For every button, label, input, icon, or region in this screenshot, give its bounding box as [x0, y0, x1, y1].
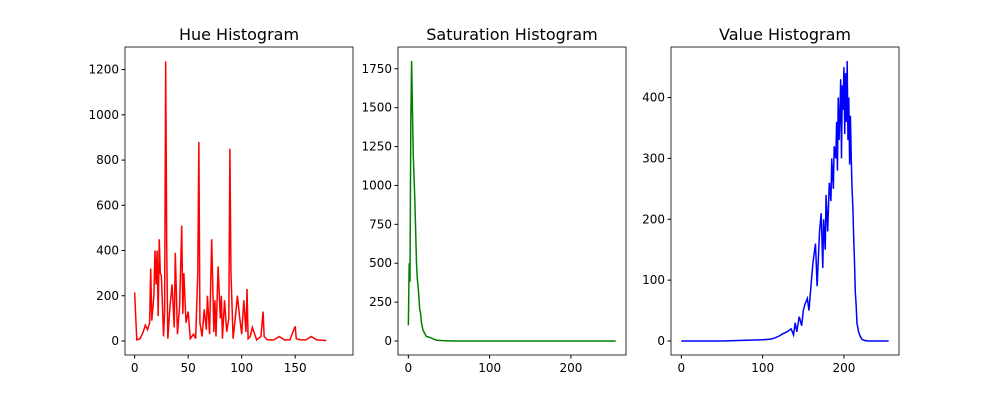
- x-tick-label: 50: [181, 361, 196, 375]
- x-tick-label: 200: [559, 361, 582, 375]
- y-tick-label: 250: [369, 295, 392, 309]
- y-tick-label: 500: [369, 256, 392, 270]
- y-tick-label: 1000: [88, 108, 119, 122]
- x-tick-label: 0: [405, 361, 413, 375]
- y-tick-label: 400: [642, 91, 665, 105]
- y-tick-label: 200: [96, 289, 119, 303]
- y-tick-label: 100: [642, 273, 665, 287]
- axes-frame: [670, 46, 900, 356]
- histogram-line: [407, 60, 616, 342]
- y-tick-label: 400: [96, 244, 119, 258]
- y-tick-label: 1200: [88, 63, 119, 77]
- x-tick-label: 100: [478, 361, 501, 375]
- y-tick-label: 0: [384, 334, 392, 348]
- y-tick-label: 200: [642, 212, 665, 226]
- chart-title: Saturation Histogram: [426, 25, 598, 44]
- x-tick-label: 150: [284, 361, 307, 375]
- y-tick-label: 600: [96, 198, 119, 212]
- x-tick-label: 100: [751, 361, 774, 375]
- histogram-line: [681, 60, 889, 342]
- x-tick-label: 100: [230, 361, 253, 375]
- y-tick-label: 300: [642, 151, 665, 165]
- y-tick-label: 750: [369, 217, 392, 231]
- y-tick-label: 800: [96, 153, 119, 167]
- x-tick-label: 200: [832, 361, 855, 375]
- chart-title: Value Histogram: [719, 25, 851, 44]
- y-tick-label: 0: [657, 334, 665, 348]
- y-tick-label: 1000: [361, 178, 392, 192]
- axes-frame: [397, 46, 627, 356]
- chart-title: Hue Histogram: [179, 25, 299, 44]
- y-tick-label: 1500: [361, 101, 392, 115]
- axes-frame: [124, 46, 354, 356]
- y-tick-label: 1250: [361, 140, 392, 154]
- histogram-line: [133, 61, 327, 342]
- x-tick-label: 0: [678, 361, 686, 375]
- y-tick-label: 0: [111, 334, 119, 348]
- y-tick-label: 1750: [361, 62, 392, 76]
- x-tick-label: 0: [131, 361, 139, 375]
